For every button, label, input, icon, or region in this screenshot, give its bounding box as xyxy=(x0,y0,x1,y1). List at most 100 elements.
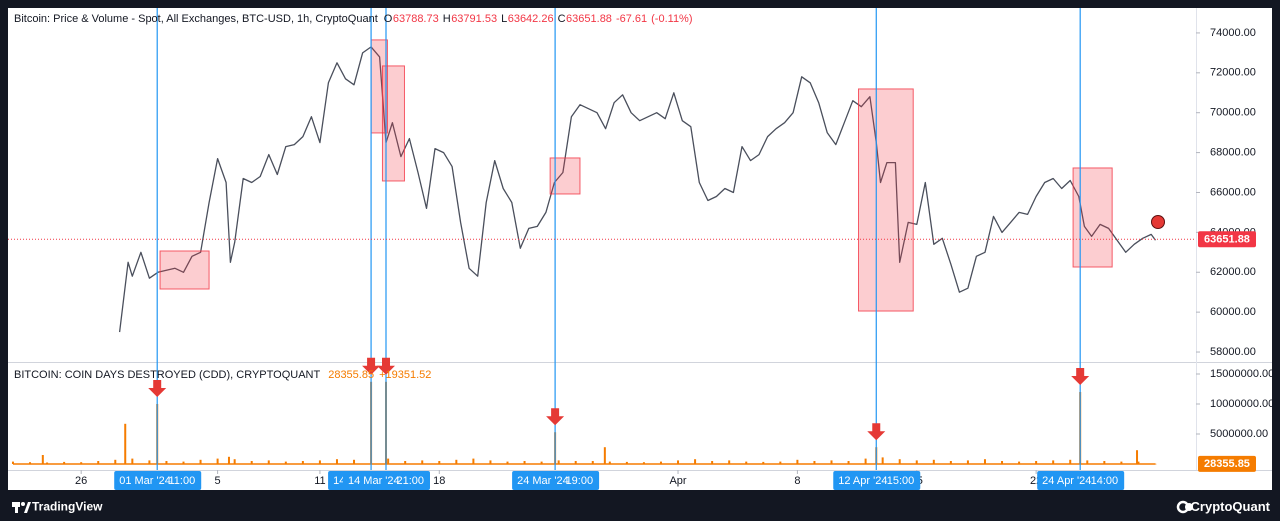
highlight-box xyxy=(1072,167,1113,268)
cdd-bar xyxy=(182,461,185,464)
cdd-bar xyxy=(1001,461,1004,464)
cdd-bar xyxy=(591,461,594,464)
cdd-bar xyxy=(659,461,662,464)
cdd-bar xyxy=(284,461,287,464)
cdd-bar xyxy=(625,461,628,464)
cdd-bar xyxy=(472,458,475,464)
cdd-bar xyxy=(1052,460,1055,464)
cdd-bar xyxy=(46,462,49,464)
highlight-box xyxy=(381,65,405,182)
event-time: 19:00 xyxy=(566,475,594,487)
cdd-bar xyxy=(762,461,765,464)
footer-right: CryptoQuant xyxy=(1191,499,1271,514)
event-label-box xyxy=(1037,471,1125,490)
cdd-bar xyxy=(267,460,270,464)
alert-dot xyxy=(1151,215,1165,229)
cdd-bar xyxy=(864,458,867,464)
cdd-bar xyxy=(250,461,253,464)
cdd-bar xyxy=(642,462,645,464)
cdd-bar xyxy=(540,461,543,464)
cdd-bar xyxy=(966,460,969,464)
cdd-bar xyxy=(779,461,782,464)
cdd-bar xyxy=(608,461,611,464)
cdd-bar xyxy=(97,461,100,464)
y-tick-label: 72000.00 xyxy=(1210,67,1256,79)
cdd-bar xyxy=(199,459,202,464)
ohlc-key: C xyxy=(558,13,566,25)
event-label-box xyxy=(512,471,600,490)
event-label-box xyxy=(114,471,202,490)
event-time: 11:00 xyxy=(168,475,195,487)
y-tick-label: 70000.00 xyxy=(1210,107,1256,119)
event-date: 01 Mar '24 xyxy=(119,475,171,487)
cdd-bar xyxy=(603,447,606,464)
cdd-bar xyxy=(148,460,151,464)
event-label-box xyxy=(833,471,921,490)
cryptoquant-logo xyxy=(1176,500,1193,514)
highlight-box xyxy=(858,88,914,312)
cdd-bar xyxy=(216,458,219,464)
arrow xyxy=(867,423,886,441)
x-tick-label: 26 xyxy=(75,475,87,487)
event-date: 24 Apr '24 xyxy=(1042,475,1091,487)
chart-background xyxy=(8,8,1272,490)
y-tick-label: 5000000.00 xyxy=(1210,428,1268,440)
cdd-bar xyxy=(421,460,424,464)
event-date: 14 Mar '24 xyxy=(348,475,400,487)
ohlc-value: 63642.26 xyxy=(508,13,554,25)
cdd-bar xyxy=(124,423,127,464)
event-time: 21:00 xyxy=(396,475,424,487)
logo-shape xyxy=(15,502,18,513)
logo-shape xyxy=(21,502,25,506)
ohlc-key: L xyxy=(501,13,507,25)
cdd-bar xyxy=(63,461,66,464)
cdd-bar xyxy=(574,461,577,464)
x-tick-label: 8 xyxy=(794,475,800,487)
ohlc-value: 63651.88 xyxy=(566,13,612,25)
price-title: Bitcoin: Price & Volume - Spot, All Exch… xyxy=(14,13,378,25)
cdd-bar xyxy=(11,461,14,464)
y-tick-label: 74000.00 xyxy=(1210,27,1256,39)
x-tick-label: 5 xyxy=(215,475,221,487)
y-tick-label: 15000000.00 xyxy=(1210,368,1274,380)
cdd-bar xyxy=(1103,461,1106,464)
cdd-bar xyxy=(523,461,526,464)
cdd-bar xyxy=(915,460,918,464)
event-date: 24 Mar '24 xyxy=(517,475,569,487)
cdd-bar xyxy=(796,459,799,464)
x-tick-label: 18 xyxy=(433,475,445,487)
cdd-bar xyxy=(335,459,338,464)
x-tick-label: Apr xyxy=(669,475,686,487)
arrow xyxy=(546,408,565,426)
y-tick-label: 68000.00 xyxy=(1210,146,1256,158)
event-time: 15:00 xyxy=(887,475,915,487)
y-tick-label: 10000000.00 xyxy=(1210,398,1274,410)
last-price-label: 63651.88 xyxy=(1204,234,1250,246)
cdd-bar xyxy=(404,461,407,464)
cdd-bar xyxy=(711,461,714,464)
highlight-box xyxy=(159,250,210,290)
ohlc-key: O xyxy=(384,13,393,25)
cdd-bar xyxy=(353,459,356,464)
cdd-bar xyxy=(131,458,134,464)
y-tick-label: 58000.00 xyxy=(1210,346,1256,358)
arrow xyxy=(1071,368,1090,385)
footer-left: TradingView xyxy=(32,500,103,514)
ohlc-value: 63788.73 xyxy=(393,13,439,25)
cdd-bar xyxy=(455,459,458,464)
cdd-bar xyxy=(745,461,748,464)
cdd-bar xyxy=(1120,461,1123,464)
last-cdd-label: 28355.85 xyxy=(1204,458,1250,470)
y-tick-label: 62000.00 xyxy=(1210,266,1256,278)
price-change: -67.61 xyxy=(616,13,647,25)
price-change-pct: (-0.11%) xyxy=(651,13,692,25)
cdd-bar xyxy=(227,456,230,464)
cdd-bar xyxy=(318,460,321,464)
cdd-bar xyxy=(1035,461,1038,464)
event-time: 14:00 xyxy=(1091,475,1119,487)
event-label-box xyxy=(343,471,430,490)
cdd-bar xyxy=(1136,450,1139,464)
last-price-tag xyxy=(1198,231,1256,248)
